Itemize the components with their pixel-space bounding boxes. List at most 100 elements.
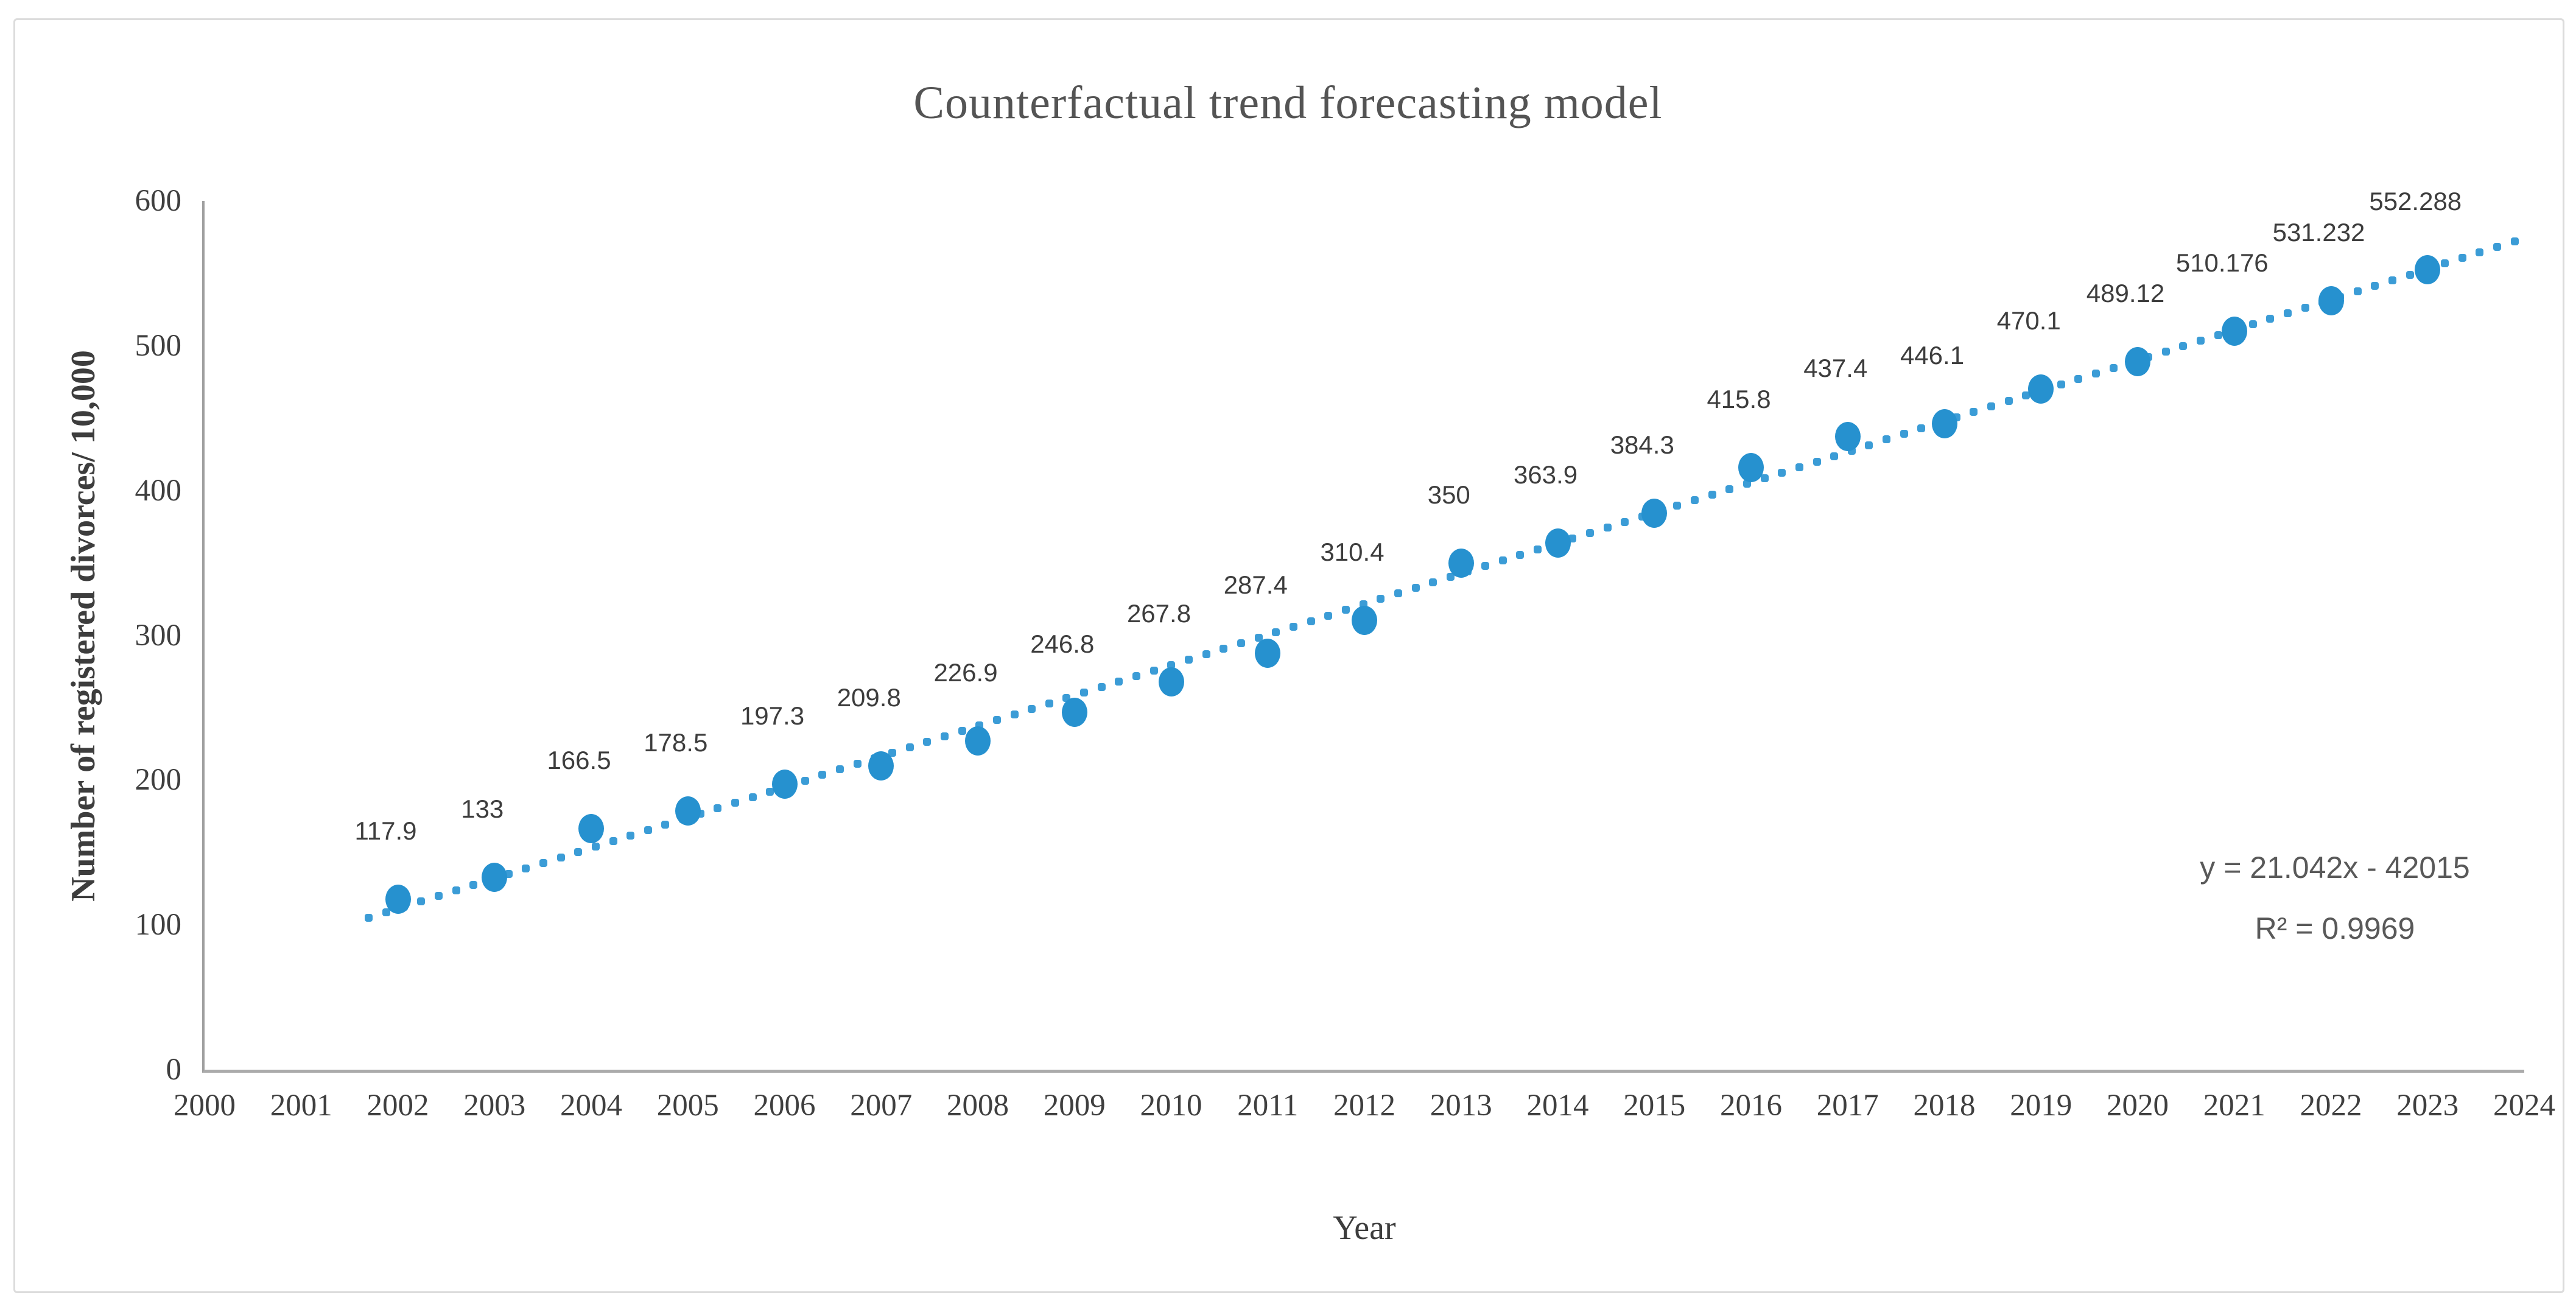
chart-title: Counterfactual trend forecasting model [913,77,1663,128]
data-point-label: 531.232 [2272,217,2365,247]
x-axis-tick-label: 2003 [463,1089,526,1123]
y-axis-tick-label: 500 [135,328,182,363]
trendline-dot [2266,314,2275,323]
trendline-dot [1516,551,1525,560]
data-point-label: 415.8 [1707,385,1771,414]
data-point-label: 117.9 [354,816,417,845]
data-point [1061,698,1087,728]
data-point [1641,499,1668,528]
trendline-dot [626,831,635,840]
trendline-dot [1220,644,1228,653]
trendline-dot [1621,517,1629,526]
trendline-dot [1429,578,1437,587]
data-point-label: 267.8 [1126,599,1191,628]
trendline-dot [940,732,949,741]
trendline-dot [1813,457,1821,466]
y-axis-title-text: Number of registered divorces/ 10,000 [65,350,102,902]
x-axis-tick-label: 2023 [2396,1089,2459,1123]
data-point-label: 437.4 [1803,353,1868,382]
trendline-dot [1080,688,1089,696]
x-axis-tick-label: 2002 [367,1089,429,1123]
trendline-dot [365,914,373,922]
data-point-label: 246.8 [1030,630,1095,659]
trendline-dot [2493,243,2501,251]
trendline-dot [522,865,530,873]
trendline-dot [1830,452,1839,460]
data-point [1255,639,1281,668]
data-point [2125,346,2150,376]
y-axis-tick-label: 0 [166,1053,182,1087]
y-axis-tick-label: 400 [135,473,182,508]
trendline-dot [1289,622,1297,631]
y-axis-tick-label: 600 [135,184,182,218]
x-axis-title: Year [1333,1209,1396,1247]
trendline-dot [1865,441,1873,449]
trendline-dot [2301,303,2309,312]
trendline-dot [2214,331,2222,339]
data-point [1834,421,1861,451]
trendline-dot [1481,562,1490,570]
x-axis-tick-label: 2020 [2107,1089,2169,1123]
trendline-dot [2371,281,2379,290]
x-axis-tick-label: 2001 [270,1089,332,1123]
trendline-dot [1254,633,1263,642]
trendline-dot [2248,320,2257,328]
data-point [1931,409,1957,439]
trendline-dot [1900,430,1908,438]
x-axis-tick-label: 2006 [753,1089,816,1123]
data-point [1545,528,1571,558]
trendline-dot [2161,347,2170,356]
trendline-dot [1341,606,1350,614]
x-axis-tick-label: 2019 [2010,1089,2072,1123]
data-point [868,751,894,781]
trendline-dot [1394,589,1402,598]
trendline-dot [2441,259,2449,268]
trendline-dot [1498,556,1507,565]
trendline-dot [2179,342,2188,350]
data-point-label: 384.3 [1610,430,1674,459]
x-axis-tick-label: 2021 [2203,1089,2265,1123]
trendline-dot [1097,682,1106,691]
data-point [482,862,508,892]
trendline-dot [1987,402,1996,411]
x-axis-tick-label: 2007 [850,1089,913,1123]
data-point [385,884,411,914]
data-point-label: 470.1 [1996,306,2061,335]
data-point [1448,548,1474,578]
trendline-dot [1307,617,1315,625]
trendline-dot [2004,397,2013,405]
trendline-dot [1883,435,1891,444]
data-point [771,769,798,799]
data-point [965,726,991,756]
trendline-dot [434,892,443,900]
data-point-label: 489.12 [2086,278,2165,307]
trendline-dot [1778,468,1786,477]
trendline-dot [539,858,547,867]
trendline-dot [2476,248,2484,257]
x-axis-tick-label: 2008 [947,1089,1009,1123]
data-point-label: 287.4 [1223,570,1288,600]
data-point [1352,605,1377,635]
plot-area: 0 100 200 300 400 500 600 2000 2001 2002 2003 2004 2… [135,184,2556,1123]
x-axis-tick-label: 2012 [1333,1089,1395,1123]
trendline-dot [1132,672,1141,680]
trendline-dot [905,743,914,752]
trendline-dot [609,837,617,845]
data-point-label: 166.5 [547,746,611,774]
trendline-dot [1324,611,1333,620]
trendline-dot [1708,490,1716,499]
trendline-dot [1045,700,1053,708]
data-point [1738,453,1764,483]
data-point [2221,316,2247,346]
trendline-dot [1673,501,1682,510]
data-point [1158,667,1184,697]
trendline-dot [888,749,896,757]
trendline-dot [2458,254,2466,262]
trendline-dot [1795,463,1803,471]
trendline-dot [801,776,809,785]
trendline-dot [591,842,600,851]
y-axis-tick-label: 300 [135,618,182,653]
trendline-dot [1690,496,1699,504]
trendline-dot [1760,474,1769,482]
trendline-dot [661,820,670,829]
